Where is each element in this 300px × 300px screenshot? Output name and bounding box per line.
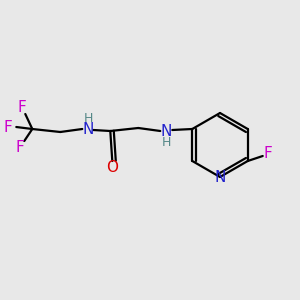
Text: N: N (82, 122, 94, 136)
Text: F: F (18, 100, 27, 115)
Text: F: F (16, 140, 25, 154)
Text: H: H (162, 136, 171, 148)
Text: O: O (106, 160, 118, 175)
Text: F: F (263, 146, 272, 160)
Text: F: F (4, 119, 13, 134)
Text: H: H (84, 112, 93, 124)
Text: N: N (214, 169, 226, 184)
Text: N: N (160, 124, 172, 139)
